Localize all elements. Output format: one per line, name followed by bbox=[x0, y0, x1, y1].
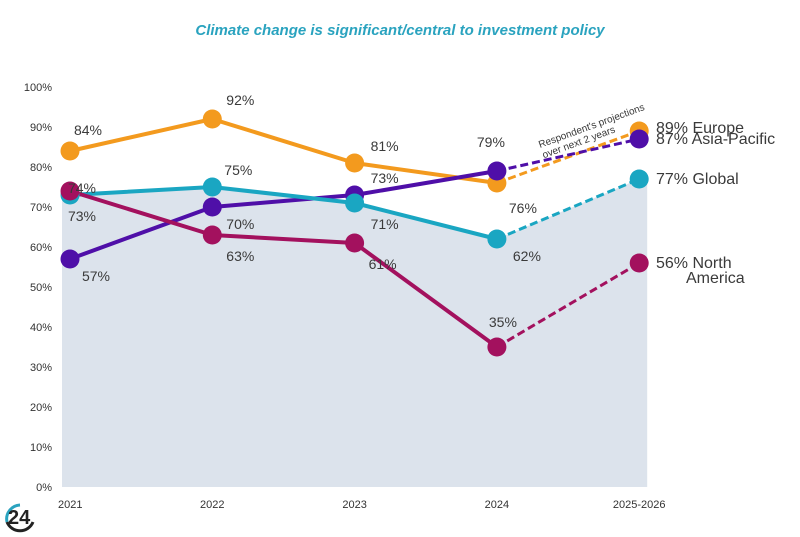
asia-pacific-point bbox=[629, 129, 649, 149]
north-america-projection-line bbox=[496, 261, 640, 349]
logo-24-icon bbox=[5, 503, 35, 533]
europe-data-label: 84% bbox=[74, 122, 102, 138]
x-tick-label: 2022 bbox=[200, 499, 224, 511]
end-label: 56% North bbox=[656, 255, 732, 272]
north-america-point bbox=[629, 253, 649, 273]
north-america-line bbox=[69, 189, 499, 349]
north-america-point bbox=[202, 225, 222, 245]
asia-pacific-data-label: 70% bbox=[226, 216, 254, 232]
global-point bbox=[629, 169, 649, 189]
north-america-data-label: 74% bbox=[68, 180, 96, 196]
global-data-label: 75% bbox=[224, 162, 252, 178]
asia-pacific-line bbox=[69, 169, 498, 261]
global-area-fill bbox=[62, 179, 648, 487]
end-label: 77% Global bbox=[656, 171, 739, 188]
north-america-data-label: 63% bbox=[226, 248, 254, 264]
global-data-label: 62% bbox=[513, 248, 541, 264]
asia-pacific-point bbox=[202, 197, 222, 217]
logo-text: 24 bbox=[8, 507, 31, 529]
global-projection-line bbox=[496, 177, 640, 241]
asia-pacific-point bbox=[60, 249, 80, 269]
y-tick-label: 50% bbox=[30, 282, 52, 294]
y-tick-label: 20% bbox=[30, 402, 52, 414]
y-tick-label: 60% bbox=[30, 242, 52, 254]
north-america-point bbox=[345, 233, 365, 253]
europe-data-label: 76% bbox=[509, 200, 537, 216]
europe-line bbox=[69, 117, 498, 185]
asia-pacific-data-label: 79% bbox=[477, 134, 505, 150]
global-data-label: 71% bbox=[371, 216, 399, 232]
end-label: 87% Asia-Pacific bbox=[656, 131, 775, 148]
end-label: 89% Europe bbox=[656, 120, 744, 137]
y-tick-label: 70% bbox=[30, 202, 52, 214]
x-tick-label: 2023 bbox=[342, 499, 366, 511]
europe-projection-line bbox=[496, 129, 640, 185]
global-point bbox=[202, 177, 222, 197]
chart-title: Climate change is significant/central to… bbox=[195, 22, 605, 39]
y-tick-label: 90% bbox=[30, 122, 52, 134]
europe-point bbox=[345, 153, 365, 173]
y-tick-label: 40% bbox=[30, 322, 52, 334]
global-line bbox=[69, 185, 498, 241]
global-point bbox=[345, 193, 365, 213]
asia-pacific-data-label: 73% bbox=[371, 170, 399, 186]
europe-data-label: 92% bbox=[226, 92, 254, 108]
x-tick-label: 2024 bbox=[485, 499, 509, 511]
y-tick-label: 0% bbox=[36, 482, 52, 494]
y-tick-label: 100% bbox=[24, 82, 52, 94]
north-america-point bbox=[487, 337, 507, 357]
europe-point bbox=[202, 109, 222, 129]
asia-pacific-point bbox=[487, 161, 507, 181]
asia-pacific-data-label: 57% bbox=[82, 268, 110, 284]
north-america-data-label: 35% bbox=[489, 314, 517, 330]
x-tick-label: 2025-2026 bbox=[613, 499, 666, 511]
north-america-data-label: 61% bbox=[369, 256, 397, 272]
europe-data-label: 81% bbox=[371, 138, 399, 154]
europe-point bbox=[60, 141, 80, 161]
y-tick-label: 10% bbox=[30, 442, 52, 454]
x-tick-label: 2021 bbox=[58, 499, 82, 511]
asia-pacific-projection-line bbox=[496, 137, 640, 173]
end-label-line2: America bbox=[686, 270, 745, 287]
y-tick-label: 80% bbox=[30, 162, 52, 174]
north-america-point bbox=[60, 181, 80, 201]
global-data-label: 73% bbox=[68, 208, 96, 224]
y-tick-label: 30% bbox=[30, 362, 52, 374]
global-point bbox=[487, 229, 507, 249]
